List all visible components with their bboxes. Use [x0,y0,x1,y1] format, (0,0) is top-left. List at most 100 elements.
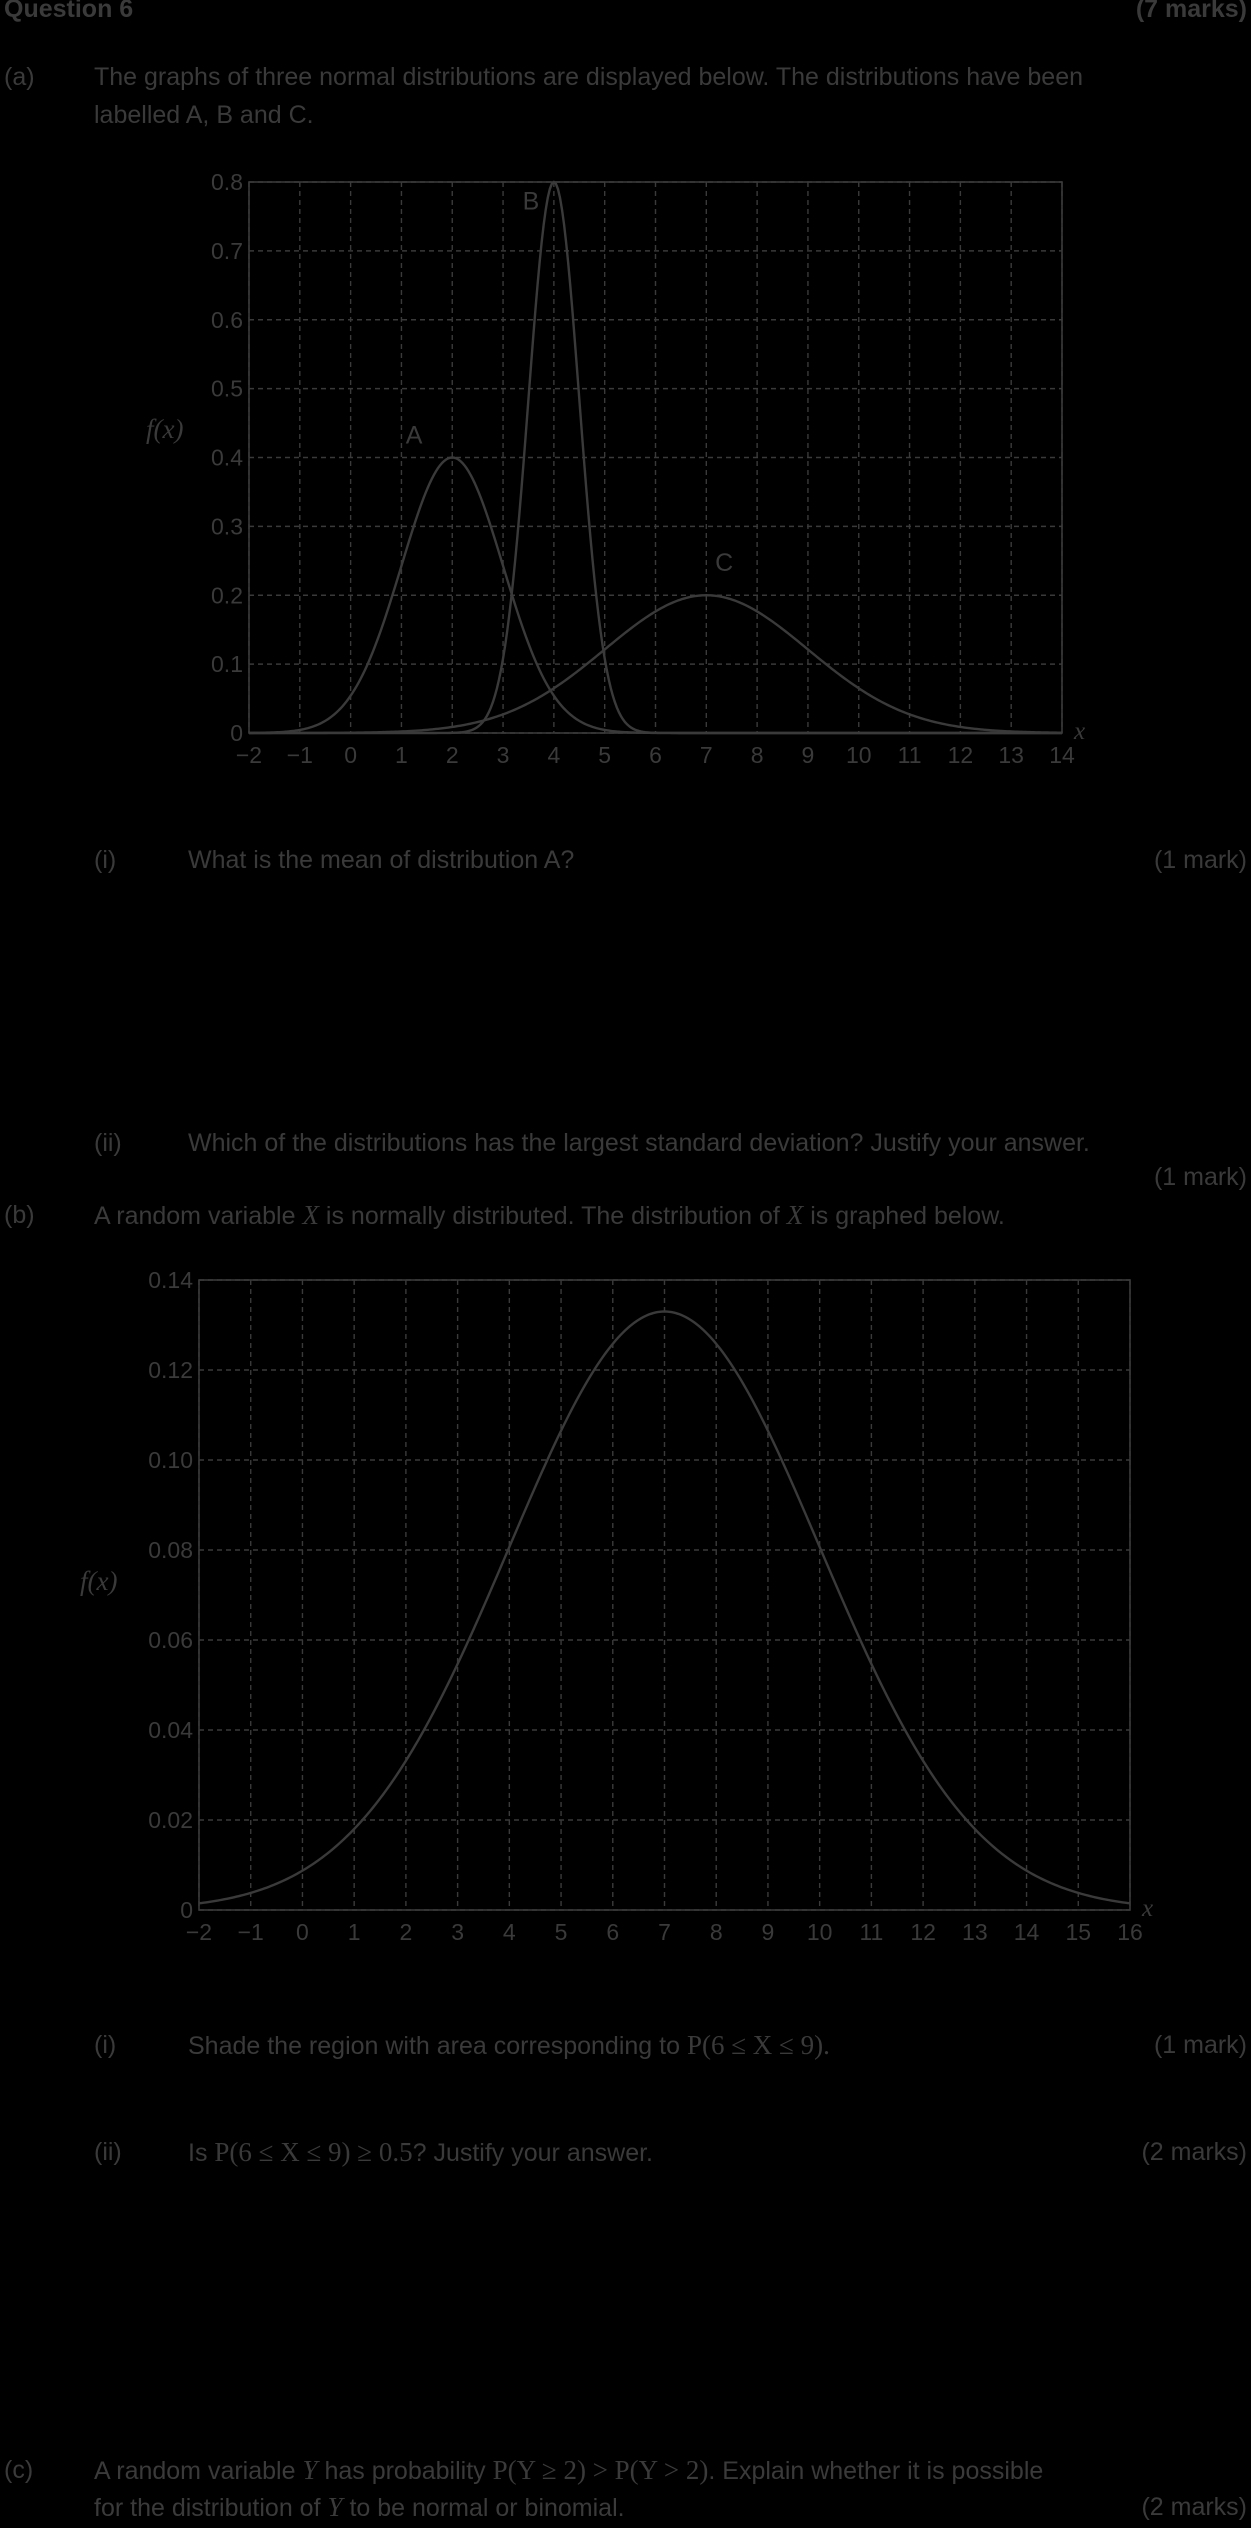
part-c-text-mid: has probability [324,2457,486,2485]
y-tick-label: 0 [180,1897,193,1923]
normal-distributions-chart: 00.10.20.30.40.50.60.70.8−2 −1 0 1 2 3 4 5 6 7 8 9 1… [146,169,1085,768]
part-b-i-marks: (1 mark) [1153,2031,1247,2059]
x-tick-label: 7 [658,1919,671,1945]
part-c-marks: (2 marks) [1141,2493,1247,2521]
part-a-label: (a) [4,63,35,91]
x-tick-label: 11 [859,1919,883,1945]
series-label-B: B [523,188,540,216]
question-marks: (7 marks) [1135,0,1247,23]
x-tick-label: 13 [998,742,1024,768]
y-tick-label: 0.1 [211,651,243,677]
part-a-ii-text: Which of the distributions has the large… [188,1129,1090,1157]
part-b-i-label: (i) [94,2031,117,2059]
part-b-var: X [302,1200,319,1230]
part-a-text-line2: labelled A, B and C. [94,101,314,129]
series-label-C: C [715,549,733,577]
x-tick-label: 4 [503,1919,516,1945]
series-curve-x [198,1310,1131,1905]
x-tick-label: 0 [296,1919,309,1945]
x-tick-label: −1 [238,1919,264,1945]
part-b-i-math: P(6 ≤ X ≤ 9). [686,2030,830,2060]
y-tick-label: 0.2 [211,582,243,608]
part-b-ii-text: Is P(6 ≤ X ≤ 9) ≥ 0.5? Justify your answ… [188,2137,653,2168]
x-tick-label: 7 [700,742,713,768]
part-c-line2-post: to be normal or binomial. [349,2494,625,2522]
y-tick-label: 0.02 [148,1807,193,1833]
y-tick-label: 0.3 [211,513,243,539]
x-tick-label: 11 [898,742,922,768]
y-tick-label: 0.14 [148,1267,193,1293]
x-tick-label: 15 [1065,1919,1091,1945]
x-tick-label: 6 [606,1919,619,1945]
y-tick-label: 0.12 [148,1357,193,1383]
part-c-line1: A random variable Y has probability P(Y … [94,2455,1043,2486]
x-tick-label: 14 [1049,742,1075,768]
x-tick-label: 4 [547,742,560,768]
y-tick-label: 0 [230,720,243,746]
part-c-var: Y [302,2455,318,2485]
x-tick-label: −2 [236,742,262,768]
x-tick-label: 2 [399,1919,412,1945]
y-tick-label: 0.7 [211,238,243,264]
part-b-i-text: Shade the region with area corresponding… [188,2030,830,2061]
part-b-text: A random variable X is normally distribu… [94,1200,1005,1231]
x-tick-label: 9 [762,1919,775,1945]
part-a-i-marks: (1 mark) [1153,846,1247,874]
y-tick-label: 0.4 [211,445,243,471]
x-tick-label: 8 [710,1919,723,1945]
y-tick-label: 0.04 [148,1717,193,1743]
x-tick-label: 2 [446,742,459,768]
part-b-i-text-body: Shade the region with area corresponding… [188,2032,680,2060]
part-b-ii-label: (ii) [94,2138,122,2166]
x-tick-label: 6 [649,742,662,768]
x-tick-label: 8 [751,742,764,768]
y-tick-label: 0.06 [148,1627,193,1653]
y-tick-label: 0.8 [211,169,243,195]
x-tick-label: 12 [910,1919,936,1945]
y-tick-label: 0.08 [148,1537,193,1563]
part-b-text-mid: is normally distributed. The distributio… [325,1202,780,1230]
part-c-label: (c) [4,2456,34,2484]
x-tick-label: 14 [1014,1919,1040,1945]
part-b-ii-text-pre: Is [188,2139,208,2167]
x-tick-label: 0 [344,742,357,768]
y-axis-label: f(x) [146,414,183,444]
part-c-text-post: . Explain whether it is possible [708,2457,1044,2485]
part-b-ii-text-post: ? Justify your answer. [412,2139,653,2167]
part-a-i-label: (i) [94,846,117,874]
part-a-ii-label: (ii) [94,1129,122,1157]
x-tick-label: 10 [807,1919,833,1945]
x-tick-label: 16 [1117,1919,1143,1945]
part-b-label: (b) [4,1201,35,1229]
x-tick-label: −1 [287,742,313,768]
y-tick-label: 0.6 [211,307,243,333]
x-tick-label: 5 [555,1919,568,1945]
part-c-line2-pre: for the distribution of [94,2494,321,2522]
part-a-text-line1: The graphs of three normal distributions… [94,63,1084,91]
x-tick-label: 1 [395,742,408,768]
series-label-A: A [406,422,423,450]
x-tick-label: 9 [802,742,815,768]
series-curve-C [249,594,1063,735]
x-axis-label: x [1141,1895,1153,1922]
part-a-ii-marks: (1 mark) [1153,1163,1247,1191]
question-title: Question 6 [4,0,134,23]
x-tick-label: 12 [948,742,974,768]
part-a-i-text: What is the mean of distribution A? [188,846,575,874]
normal-distribution-x-chart: 00.020.040.060.080.100.120.14−2 −1 0 1 2 3 4 5 6… [80,1267,1153,1945]
y-tick-label: 0.10 [148,1447,193,1473]
part-b-ii-math: P(6 ≤ X ≤ 9) ≥ 0.5 [214,2137,413,2167]
x-axis-label: x [1073,718,1085,745]
part-c-var-2: Y [327,2492,343,2522]
x-tick-label: 3 [451,1919,464,1945]
x-tick-label: 5 [598,742,611,768]
y-axis-label: f(x) [80,1566,117,1596]
x-tick-label: 13 [962,1919,988,1945]
x-tick-label: 10 [846,742,872,768]
part-b-var-2: X [786,1200,804,1230]
y-tick-label: 0.5 [211,376,243,402]
plot-frame [198,1279,1131,1911]
x-tick-label: 3 [497,742,510,768]
part-c-line2: for the distribution of Y to be normal o… [94,2492,625,2523]
part-c-text-pre: A random variable [94,2457,296,2485]
